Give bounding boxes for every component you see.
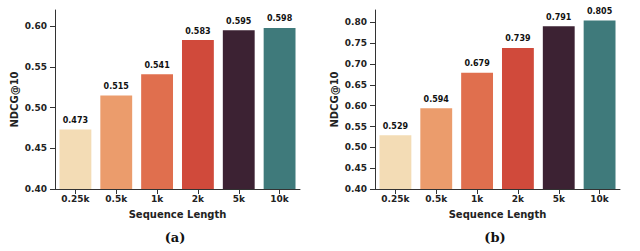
svg-text:Sequence Length: Sequence Length [129,209,227,220]
svg-text:0.75: 0.75 [345,38,367,48]
svg-text:0.60: 0.60 [25,21,47,31]
svg-text:2k: 2k [512,194,525,204]
svg-text:0.40: 0.40 [345,184,367,194]
svg-text:10k: 10k [270,194,290,204]
svg-text:0.739: 0.739 [505,34,531,43]
svg-text:0.70: 0.70 [345,59,367,69]
svg-text:NDCG@10: NDCG@10 [9,71,20,127]
svg-text:0.5k: 0.5k [425,194,448,204]
svg-text:1k: 1k [471,194,484,204]
svg-text:2k: 2k [192,194,205,204]
svg-text:0.473: 0.473 [63,116,88,125]
svg-text:0.679: 0.679 [464,59,490,68]
svg-text:0.55: 0.55 [25,62,47,72]
svg-text:0.55: 0.55 [345,122,367,132]
svg-text:0.595: 0.595 [226,17,252,26]
svg-text:0.50: 0.50 [25,103,47,113]
svg-text:10k: 10k [590,194,610,204]
svg-text:0.583: 0.583 [185,27,210,36]
svg-text:NDCG@10: NDCG@10 [329,71,340,127]
svg-text:0.45: 0.45 [25,143,47,153]
svg-text:0.598: 0.598 [267,14,293,23]
svg-text:0.594: 0.594 [424,95,450,104]
svg-text:Sequence Length: Sequence Length [449,209,547,220]
svg-text:0.65: 0.65 [345,80,367,90]
svg-text:(a): (a) [165,230,186,245]
svg-text:0.40: 0.40 [25,184,47,194]
svg-text:0.529: 0.529 [383,122,409,131]
svg-text:0.25k: 0.25k [381,194,410,204]
svg-text:0.50: 0.50 [345,142,367,152]
svg-text:0.515: 0.515 [104,82,130,91]
svg-text:0.25k: 0.25k [61,194,90,204]
svg-text:(b): (b) [484,230,505,245]
svg-text:0.80: 0.80 [345,17,367,27]
svg-text:0.60: 0.60 [345,101,367,111]
svg-text:0.45: 0.45 [345,163,367,173]
svg-text:1k: 1k [151,194,164,204]
svg-text:0.5k: 0.5k [105,194,128,204]
svg-text:5k: 5k [553,194,566,204]
svg-text:0.791: 0.791 [546,13,572,22]
svg-text:5k: 5k [233,194,246,204]
svg-text:0.805: 0.805 [587,7,613,16]
svg-text:0.541: 0.541 [144,61,170,70]
